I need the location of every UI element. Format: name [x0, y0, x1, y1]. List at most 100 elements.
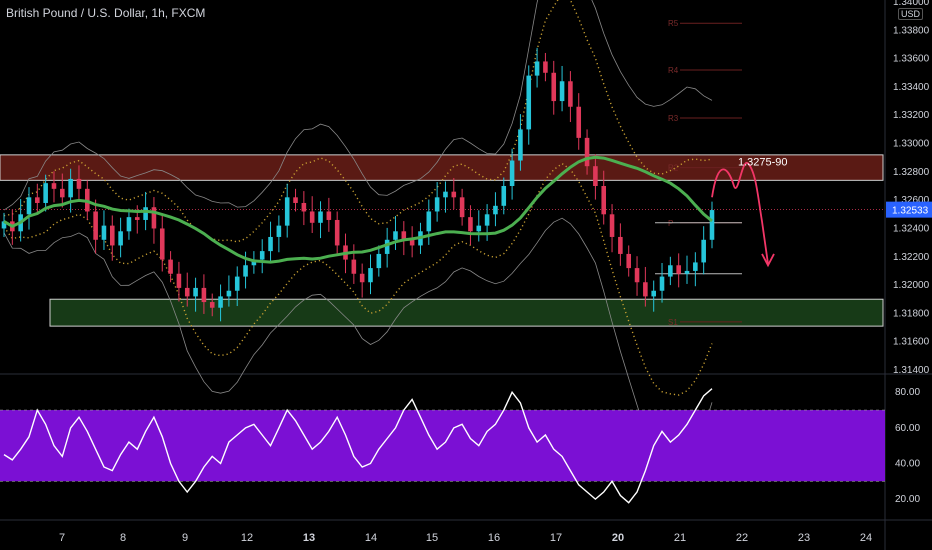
candle-body — [559, 81, 565, 102]
candle-body — [393, 231, 398, 240]
candle-body — [401, 231, 407, 240]
candle-body — [668, 265, 673, 277]
candle-body — [434, 197, 440, 212]
candle-body — [634, 268, 640, 283]
current-price-box — [886, 201, 932, 218]
time-tick-label: 12 — [241, 532, 253, 544]
candle-body — [268, 236, 273, 252]
candle-body — [168, 259, 173, 274]
candle-body — [284, 197, 290, 226]
candle-body — [493, 205, 498, 215]
candle-body — [501, 186, 507, 206]
candle-body — [576, 106, 582, 138]
candle-body — [351, 259, 357, 274]
candle-body — [35, 197, 40, 203]
candle-body — [201, 287, 207, 303]
candle-body — [701, 239, 706, 263]
pivot-label-S1: S1 — [668, 318, 678, 327]
candle-body — [218, 296, 223, 308]
candle-body — [584, 137, 590, 167]
candle-body — [293, 197, 298, 203]
zone-support — [49, 298, 884, 327]
price-tick-label: 1.31800 — [893, 308, 930, 319]
candle-body — [126, 217, 132, 232]
candle-body — [426, 211, 432, 232]
candle-body — [643, 282, 648, 297]
rsi-tick-label: 40.00 — [895, 458, 920, 469]
candle-body — [409, 239, 415, 246]
candle-body — [134, 217, 140, 220]
chart-title: British Pound / U.S. Dollar, 1h, FXCM — [6, 6, 206, 20]
candle-body — [326, 211, 332, 220]
candle-body — [568, 81, 573, 107]
price-tick-label: 1.32200 — [893, 252, 930, 263]
currency-badge: USD — [898, 8, 924, 20]
candle-body — [26, 197, 32, 215]
candle-body — [51, 183, 57, 189]
candle-body — [684, 270, 690, 274]
candle-body — [376, 253, 382, 269]
candle-body — [226, 290, 232, 297]
projection-curve — [711, 162, 769, 264]
candle-body — [251, 259, 257, 266]
annotation-label: 1.3275-90 — [738, 157, 788, 169]
candle-body — [459, 197, 465, 218]
candle-body — [209, 302, 215, 308]
candle-body — [693, 262, 698, 271]
pivot-label-R2: R2 — [668, 164, 679, 173]
candle-body — [184, 287, 190, 297]
candle-body — [359, 273, 365, 283]
time-tick-label: 13 — [303, 532, 315, 544]
candle-body — [318, 211, 323, 223]
dotted-band-upper — [3, 0, 713, 243]
price-tick-label: 1.32800 — [893, 167, 930, 178]
bollinger-bands — [3, 0, 713, 469]
candle-body — [176, 273, 182, 288]
time-tick-label: 20 — [612, 532, 624, 544]
candle-body — [509, 160, 515, 186]
rsi-tick-label: 60.00 — [895, 423, 920, 434]
time-tick-label: 14 — [365, 532, 377, 544]
candle-body — [593, 166, 598, 186]
candle-body — [709, 210, 715, 240]
candle-body — [143, 207, 148, 220]
candle-body — [1, 221, 7, 229]
axes: 1.34000 1.33800 1.33600 1.33400 1.33200 1.330… — [59, 0, 932, 544]
candle-body — [159, 228, 165, 260]
time-tick-label: 15 — [426, 532, 438, 544]
candle-body — [518, 129, 523, 161]
candle-body — [601, 186, 607, 215]
candle-body — [468, 217, 473, 232]
rsi-tick-label: 80.00 — [895, 387, 920, 398]
candle-body — [534, 61, 540, 76]
moving-average — [3, 155, 713, 264]
pivot-label-R5: R5 — [668, 19, 679, 28]
time-tick-label: 9 — [182, 532, 188, 544]
price-tick-label: 1.33800 — [893, 25, 930, 36]
time-tick-label: 23 — [798, 532, 810, 544]
candle-body — [676, 265, 681, 274]
price-tick-label: 1.34000 — [893, 0, 930, 8]
candle-body — [301, 202, 307, 212]
dotted-band-lower — [3, 162, 713, 396]
candle-body — [76, 178, 82, 189]
candle-body — [551, 72, 557, 102]
time-tick-label: 8 — [120, 532, 126, 544]
price-tick-label: 1.33400 — [893, 82, 930, 93]
time-tick-label: 24 — [860, 532, 872, 544]
candle-body — [68, 178, 73, 198]
candle-body — [43, 183, 48, 203]
rsi-panel — [0, 388, 885, 504]
candle-body — [618, 236, 623, 254]
price-tick-label: 1.31600 — [893, 337, 930, 348]
candles — [1, 47, 715, 322]
candle-body — [609, 214, 615, 237]
time-tick-label: 22 — [736, 532, 748, 544]
projection-arrowhead — [761, 253, 775, 268]
rsi-line — [3, 388, 713, 504]
candle-body — [443, 191, 448, 198]
candle-body — [101, 225, 107, 240]
candle-body — [384, 239, 390, 254]
candle-body — [309, 211, 315, 223]
